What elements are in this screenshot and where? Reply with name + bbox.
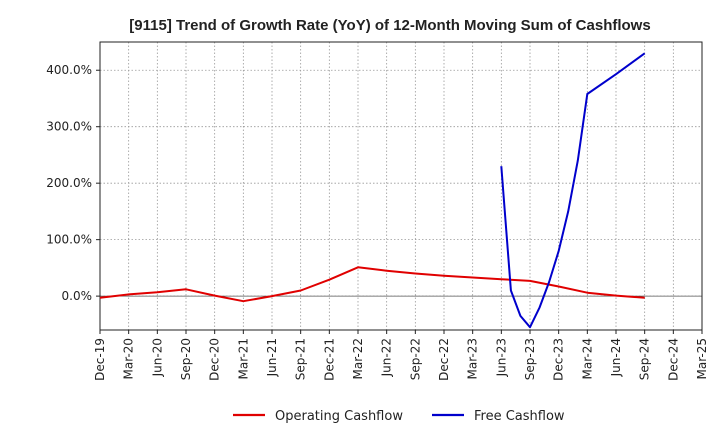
x-tick-label: Mar-20	[122, 338, 136, 379]
plot-background	[100, 42, 702, 330]
x-tick-label: Mar-23	[466, 338, 480, 379]
x-tick-label: Dec-20	[208, 338, 222, 381]
x-tick-label: Dec-19	[93, 338, 107, 381]
x-tick-label: Jun-22	[380, 338, 394, 377]
x-tick-label: Sep-21	[294, 338, 308, 380]
x-tick-label: Mar-25	[695, 338, 709, 379]
series-line-operating-cashflow	[99, 266, 645, 303]
legend-label: Operating Cashflow	[275, 409, 403, 424]
x-tick-label: Sep-24	[638, 338, 652, 380]
x-tick-label: Dec-23	[552, 338, 566, 381]
x-tick-label: Jun-21	[265, 338, 279, 377]
x-tick-label: Jun-20	[150, 338, 164, 377]
x-tick-label: Sep-20	[179, 338, 193, 380]
plot-frame	[99, 41, 703, 331]
y-tick-label: 300.0%	[46, 120, 92, 134]
y-tick-label: 400.0%	[46, 63, 92, 77]
x-tick-label: Dec-24	[666, 338, 680, 381]
x-tick-label: Mar-24	[580, 338, 594, 379]
x-tick-label: Mar-21	[236, 338, 250, 379]
x-tick-label: Dec-22	[437, 338, 451, 381]
x-tick-label: Mar-22	[351, 338, 365, 379]
series-line-free-cashflow	[500, 52, 646, 329]
x-tick-label: Jun-24	[609, 338, 623, 377]
x-tick-label: Jun-23	[494, 338, 508, 377]
legend: Operating Cashflow Free Cashflow	[233, 409, 565, 424]
x-tick-label: Dec-21	[322, 338, 336, 381]
plot-area: 0.0% 100.0% 200.0% 300.0% 400.0% Dec-19 Mar-20…	[46, 41, 709, 381]
y-tick-label: 0.0%	[62, 289, 93, 303]
y-tick-label: 200.0%	[46, 176, 92, 190]
x-tick-label: Sep-22	[408, 338, 422, 380]
x-tick-label: Sep-23	[523, 338, 537, 380]
chart-title: [9115] Trend of Growth Rate (YoY) of 12-…	[129, 17, 650, 34]
y-tick-label: 100.0%	[46, 233, 92, 247]
legend-label: Free Cashflow	[474, 409, 565, 424]
